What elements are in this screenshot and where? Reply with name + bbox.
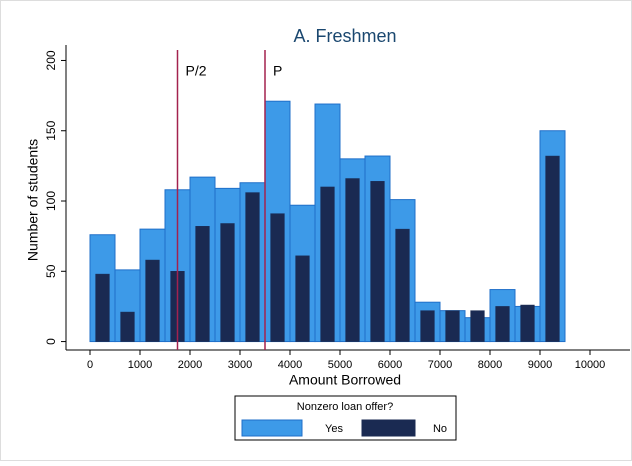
x-tick-label: 4000 — [278, 359, 302, 371]
legend-title: Nonzero loan offer? — [297, 401, 393, 413]
legend-label: Yes — [325, 423, 343, 435]
bar-no — [220, 223, 235, 342]
y-tick-label: 150 — [44, 120, 58, 140]
bar-no — [495, 306, 510, 342]
annotation: P/2 — [186, 63, 207, 79]
bar-no — [445, 310, 460, 342]
y-tick-label: 50 — [44, 264, 58, 278]
bar-no — [245, 192, 260, 342]
bar-no — [420, 310, 435, 342]
x-tick-label: 7000 — [428, 359, 452, 371]
x-axis-title: Amount Borrowed — [289, 372, 401, 388]
legend-swatch — [361, 419, 416, 437]
y-tick-label: 0 — [44, 338, 58, 345]
bar-no — [520, 304, 535, 342]
bar-no — [270, 213, 285, 342]
bar-no — [120, 311, 135, 342]
x-tick-label: 9000 — [528, 359, 552, 371]
bar-no — [295, 255, 310, 342]
x-tick-label: 3000 — [228, 359, 252, 371]
legend-label: No — [433, 423, 447, 435]
bar-no — [95, 273, 110, 342]
bar-no — [370, 181, 385, 342]
chart-title: A. Freshmen — [293, 26, 396, 46]
bar-no — [395, 228, 410, 342]
bar-no — [320, 186, 335, 342]
bar-no — [145, 259, 160, 342]
y-tick-label: 100 — [44, 191, 58, 211]
x-tick-label: 5000 — [328, 359, 352, 371]
x-tick-label: 1000 — [128, 359, 152, 371]
y-axis-title: Number of students — [25, 139, 41, 261]
x-tick-label: 10000 — [575, 359, 606, 371]
bar-no — [470, 310, 485, 342]
bar-no — [195, 226, 210, 342]
x-tick-label: 8000 — [478, 359, 502, 371]
x-tick-label: 6000 — [378, 359, 402, 371]
x-tick-label: 0 — [87, 359, 93, 371]
bar-no — [345, 178, 360, 342]
bar-no — [545, 155, 560, 342]
annotation: P — [273, 63, 282, 79]
legend-swatch — [241, 419, 303, 437]
x-tick-label: 2000 — [178, 359, 202, 371]
y-tick-label: 200 — [44, 50, 58, 70]
